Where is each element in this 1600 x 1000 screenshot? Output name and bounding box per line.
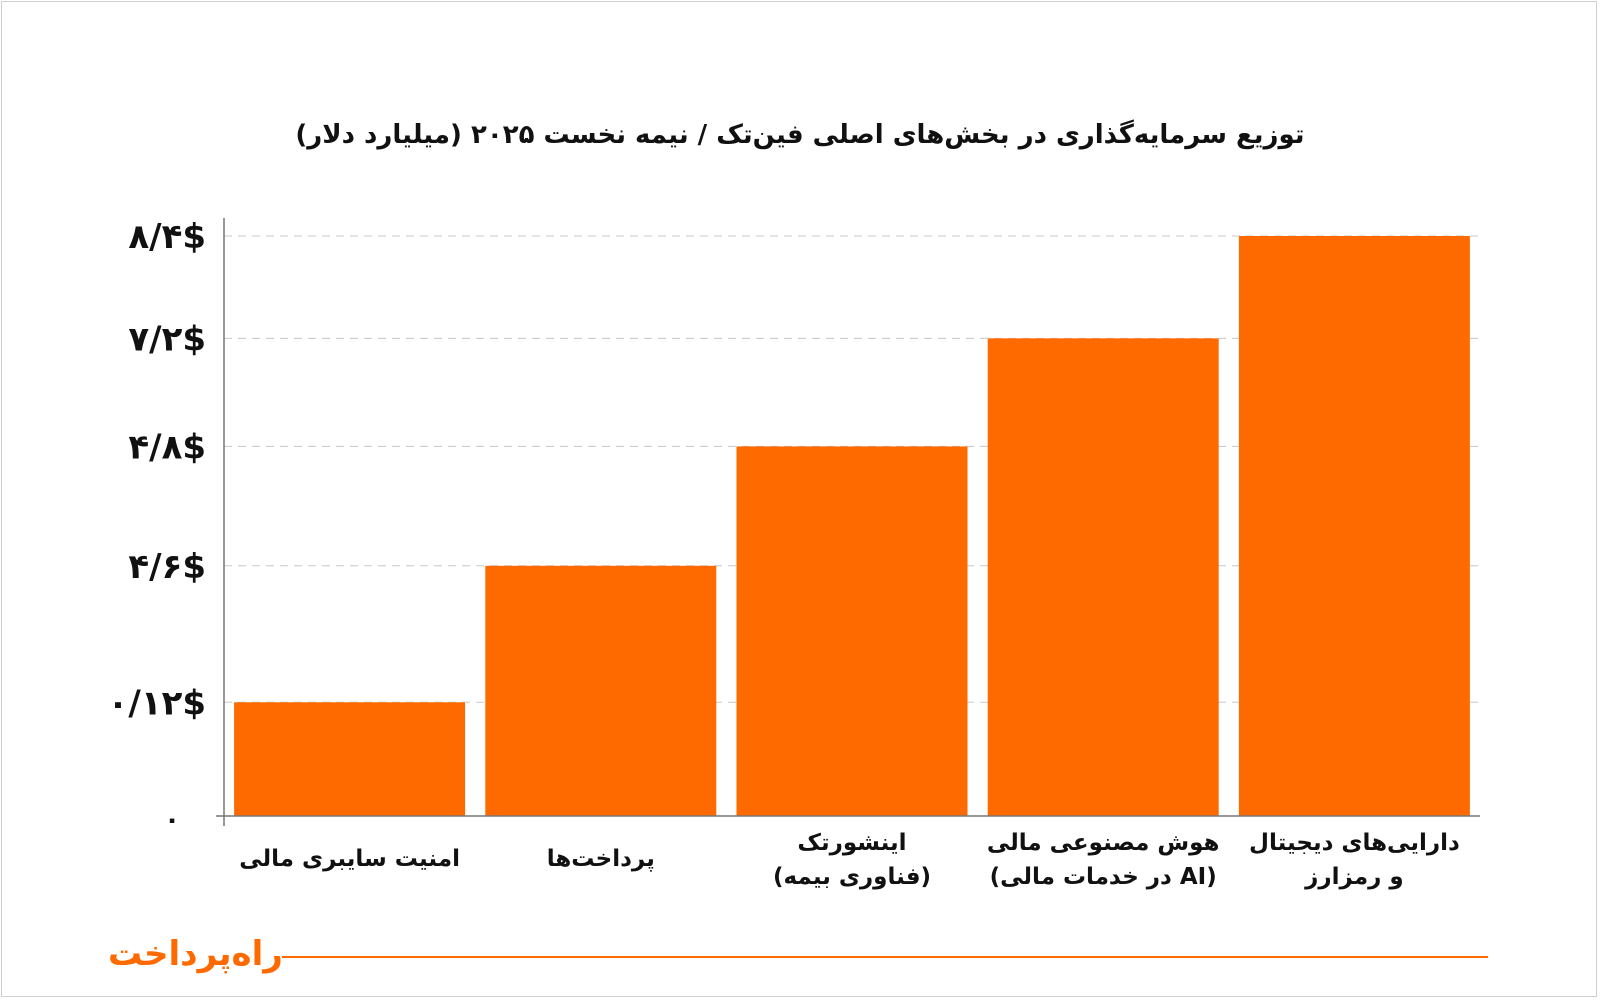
x-tick-label-line: (فناوری بیمه) (772, 864, 932, 890)
x-tick-label-line: هوش مصنوعی مالی (986, 830, 1220, 856)
x-tick-label: امنیت سایبری مالی (220, 842, 480, 876)
x-tick-label-line: اینشورتک (797, 830, 907, 856)
chart-title: توزیع سرمایه‌گذاری در بخش‌های اصلی فین‌ت… (295, 120, 1305, 150)
bar (234, 702, 466, 816)
y-tick-label: ۰/۱۲$ (108, 683, 206, 723)
x-tick-label-line: امنیت سایبری مالی (239, 846, 460, 872)
bar (1238, 236, 1470, 816)
y-tick-zero: ۰ (164, 805, 180, 835)
x-tick-label: اینشورتک (فناوری بیمه) (722, 826, 982, 894)
bar (485, 565, 717, 816)
x-tick-label: دارایی‌های دیجیتال و رمزارز (1224, 826, 1484, 894)
x-tick-label-line: و رمزارز (1305, 864, 1404, 890)
bar (987, 338, 1219, 816)
y-tick-label: ۴/۸$ (128, 427, 206, 467)
y-tick-label: ۷/۲$ (128, 319, 206, 359)
footer-divider (282, 956, 1488, 958)
x-tick-label-line: پرداخت‌ها (546, 846, 655, 872)
x-tick-label: پرداخت‌ها (471, 842, 731, 876)
x-tick-label-line: (AI در خدمات مالی) (989, 864, 1217, 890)
bar (736, 446, 968, 816)
x-tick-label-line: دارایی‌های دیجیتال (1249, 830, 1460, 856)
brand-logo: راه‌پرداخت (108, 934, 284, 974)
y-tick-label: ۴/۶$ (128, 547, 206, 587)
y-tick-label: ۸/۴$ (128, 217, 206, 257)
x-tick-label: هوش مصنوعی مالی (AI در خدمات مالی) (973, 826, 1233, 894)
